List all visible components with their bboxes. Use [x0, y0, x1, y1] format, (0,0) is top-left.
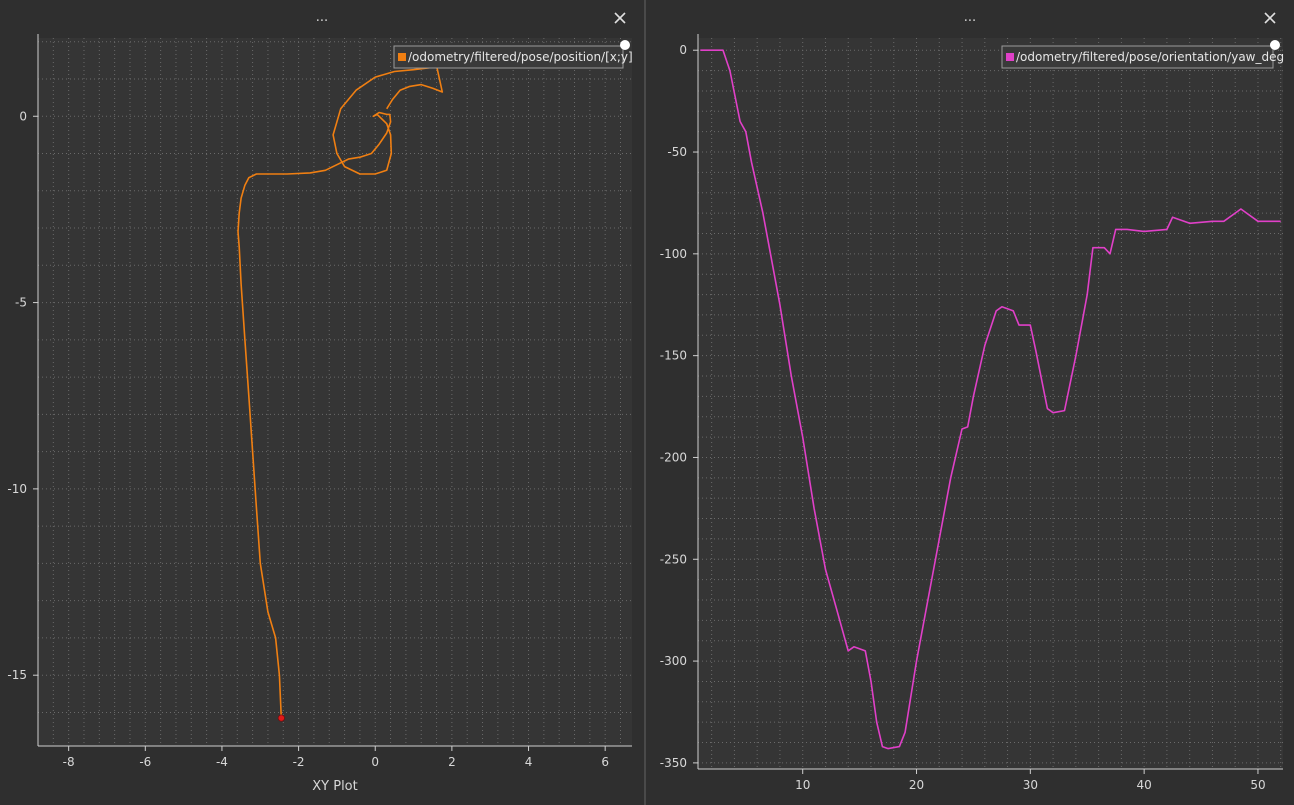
xy-plot-panel: ... -8 -6 -4 -2 0 2 4 6 -15 -10 -5 0 XY Plot/odometr… [0, 0, 644, 805]
y-tick-label: -100 [660, 247, 687, 261]
x-tick-label: 2 [448, 755, 456, 769]
y-tick-label: -300 [660, 654, 687, 668]
panel-splitter[interactable] [644, 0, 646, 805]
y-tick-label: -50 [667, 145, 687, 159]
xy-plot-canvas[interactable]: -8 -6 -4 -2 0 2 4 6 -15 -10 -5 0 XY Plot/odometry/fi… [0, 0, 644, 805]
x-tick-label: -6 [139, 755, 151, 769]
legend-box [1001, 45, 1274, 69]
plot-area [38, 38, 632, 746]
x-tick-label: 50 [1250, 778, 1265, 792]
plot-area [698, 38, 1283, 769]
x-tick-label: 10 [795, 778, 810, 792]
legend-swatch [398, 53, 406, 61]
panel-title: ... [963, 10, 977, 25]
x-tick-label: 30 [1023, 778, 1038, 792]
legend-toggle-handle[interactable] [620, 40, 630, 50]
x-tick-label: 4 [525, 755, 533, 769]
x-tick-label: -8 [63, 755, 75, 769]
y-tick-label: -350 [660, 756, 687, 770]
x-tick-label: 0 [371, 755, 379, 769]
x-tick-label: -2 [293, 755, 305, 769]
y-tick-label: 0 [679, 43, 687, 57]
panel-title: ... [315, 10, 329, 25]
y-tick-label: -15 [7, 668, 27, 682]
x-axis-title: XY Plot [312, 779, 357, 794]
legend[interactable]: /odometry/filtered/pose/position/[x;y] [393, 40, 633, 69]
start-point-marker [277, 714, 285, 722]
legend-label: /odometry/filtered/pose/orientation/yaw_… [1016, 50, 1284, 64]
x-tick-label: 40 [1137, 778, 1152, 792]
y-tick-label: 0 [19, 109, 27, 123]
series-line [700, 49, 1281, 750]
x-tick-label: 20 [909, 778, 924, 792]
legend[interactable]: /odometry/filtered/pose/orientation/yaw_… [1001, 40, 1284, 69]
close-icon[interactable] [1260, 8, 1280, 28]
y-tick-label: -250 [660, 552, 687, 566]
legend-swatch [1006, 53, 1014, 61]
grid [37, 38, 632, 746]
close-icon[interactable] [610, 8, 630, 28]
y-tick-label: -150 [660, 349, 687, 363]
x-tick-label: 6 [601, 755, 609, 769]
series-line [237, 65, 444, 719]
x-tick-label: -4 [216, 755, 228, 769]
legend-toggle-handle[interactable] [1270, 40, 1280, 50]
yaw-plot-canvas[interactable]: 10 20 30 40 50 0 -50 -100 -150 -200 -250 -300 -350/o… [646, 0, 1294, 805]
legend-box [393, 45, 624, 69]
y-tick-label: -5 [15, 296, 27, 310]
yaw-plot-panel: ... 10 20 30 40 50 0 -50 -100 -150 -200 -250 -300 -3… [646, 0, 1294, 805]
legend-label: /odometry/filtered/pose/position/[x;y] [408, 50, 633, 64]
grid [698, 38, 1283, 769]
y-tick-label: -200 [660, 450, 687, 464]
y-tick-label: -10 [7, 482, 27, 496]
